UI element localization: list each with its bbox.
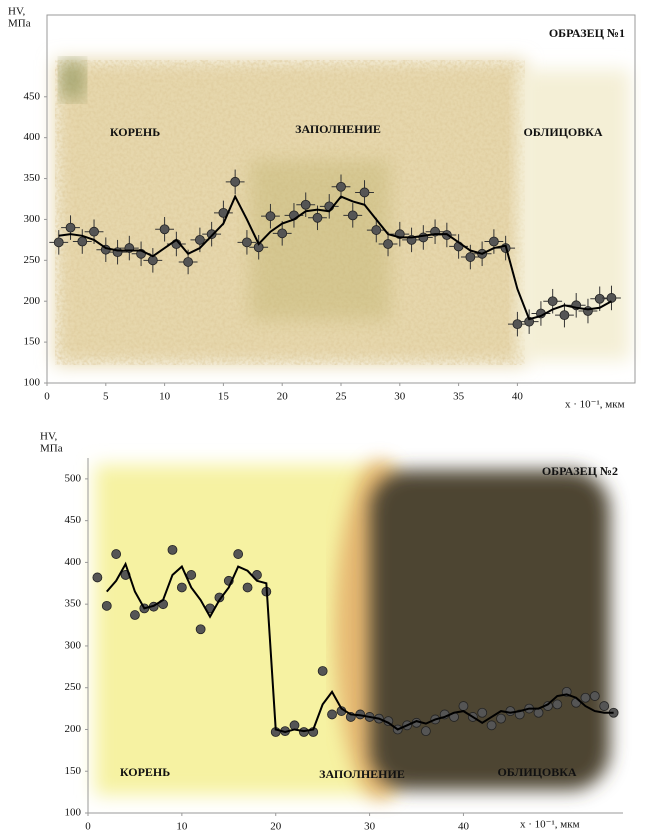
data-point <box>66 223 75 232</box>
data-point <box>278 229 287 238</box>
data-point <box>160 225 169 234</box>
data-point <box>234 550 243 559</box>
y-tick-label: 100 <box>65 807 82 819</box>
x-tick-label: 10 <box>159 391 171 403</box>
data-point <box>337 182 346 191</box>
data-point <box>372 226 381 235</box>
data-point <box>590 692 599 701</box>
y-tick-label: 300 <box>24 213 41 225</box>
data-point <box>207 230 216 239</box>
x-tick-label: 0 <box>44 391 50 403</box>
data-point <box>90 227 99 236</box>
y-tick-label: 150 <box>24 336 41 348</box>
y-tick-label: 300 <box>65 639 82 651</box>
chart-title: ОБРАЗЕЦ №1 <box>549 26 625 40</box>
background-photos <box>55 60 630 800</box>
y-tick-label: 450 <box>65 514 82 526</box>
region-label: ОБЛИЦОВКА <box>497 765 576 779</box>
data-point <box>102 601 111 610</box>
figure: 1001502002503003504004500510152025303540… <box>0 0 645 832</box>
region-label: ОБЛИЦОВКА <box>523 125 602 139</box>
data-point <box>581 693 590 702</box>
data-point <box>487 721 496 730</box>
data-point <box>231 177 240 186</box>
data-point <box>195 235 204 244</box>
data-point <box>459 702 468 711</box>
x-tick-label: 20 <box>270 821 282 832</box>
y-tick-label: 350 <box>65 598 82 610</box>
y-tick-label: 250 <box>65 681 82 693</box>
y-axis-label: HV, <box>40 431 57 443</box>
x-tick-label: 40 <box>458 821 470 832</box>
y-tick-label: 450 <box>24 90 41 102</box>
data-point <box>78 237 87 246</box>
region-label: КОРЕНЬ <box>110 125 160 139</box>
data-point <box>290 721 299 730</box>
x-tick-label: 25 <box>336 391 348 403</box>
y-tick-label: 250 <box>24 254 41 266</box>
y-tick-label: 400 <box>24 131 41 143</box>
x-tick-label: 30 <box>394 391 406 403</box>
y-axis-label: HV, <box>8 6 25 18</box>
data-point <box>196 625 205 634</box>
data-point <box>583 307 592 316</box>
x-tick-label: 20 <box>277 391 289 403</box>
data-point <box>318 667 327 676</box>
data-point <box>548 297 557 306</box>
data-point <box>595 294 604 303</box>
data-point <box>93 573 102 582</box>
x-tick-label: 0 <box>85 821 91 832</box>
data-point <box>419 233 428 242</box>
region-label: ЗАПОЛНЕНИЕ <box>319 767 405 781</box>
y-tick-label: 350 <box>24 172 41 184</box>
data-point <box>266 212 275 221</box>
y-tick-label: 500 <box>65 472 82 484</box>
y-tick-label: 400 <box>65 556 82 568</box>
data-point <box>313 213 322 222</box>
chart-title: ОБРАЗЕЦ №2 <box>542 464 618 478</box>
data-point <box>534 708 543 717</box>
data-point <box>130 611 139 620</box>
data-point <box>184 257 193 266</box>
data-point <box>54 238 63 247</box>
data-point <box>506 707 515 716</box>
x-tick-label: 40 <box>512 391 524 403</box>
data-point <box>177 583 186 592</box>
data-point <box>600 702 609 711</box>
y-tick-label: 200 <box>65 723 82 735</box>
data-point <box>360 188 369 197</box>
data-point <box>421 727 430 736</box>
y-tick-label: 200 <box>24 295 41 307</box>
x-tick-label: 35 <box>453 391 465 403</box>
data-point <box>242 238 251 247</box>
y-tick-label: 150 <box>65 765 82 777</box>
y-tick-label: 100 <box>24 377 41 389</box>
data-point <box>384 239 393 248</box>
region-label: ЗАПОЛНЕНИЕ <box>295 122 381 136</box>
region-label: КОРЕНЬ <box>120 765 170 779</box>
data-point <box>301 200 310 209</box>
x-tick-label: 30 <box>364 821 376 832</box>
x-tick-label: 15 <box>218 391 230 403</box>
data-point <box>489 237 498 246</box>
data-point <box>553 700 562 709</box>
data-point <box>513 320 522 329</box>
data-point <box>243 583 252 592</box>
y-axis-label: МПа <box>40 443 63 455</box>
x-axis-label: x · 10⁻¹, мкм <box>565 399 625 411</box>
data-point <box>112 550 121 559</box>
data-point <box>348 211 357 220</box>
data-point <box>496 714 505 723</box>
data-point <box>478 708 487 717</box>
data-point <box>560 311 569 320</box>
data-point <box>607 293 616 302</box>
y-axis-label: МПа <box>8 18 31 30</box>
data-point <box>328 710 337 719</box>
data-point <box>168 545 177 554</box>
x-tick-label: 5 <box>103 391 109 403</box>
x-tick-label: 10 <box>176 821 188 832</box>
x-axis-label: x · 10⁻¹, мкм <box>520 819 580 831</box>
